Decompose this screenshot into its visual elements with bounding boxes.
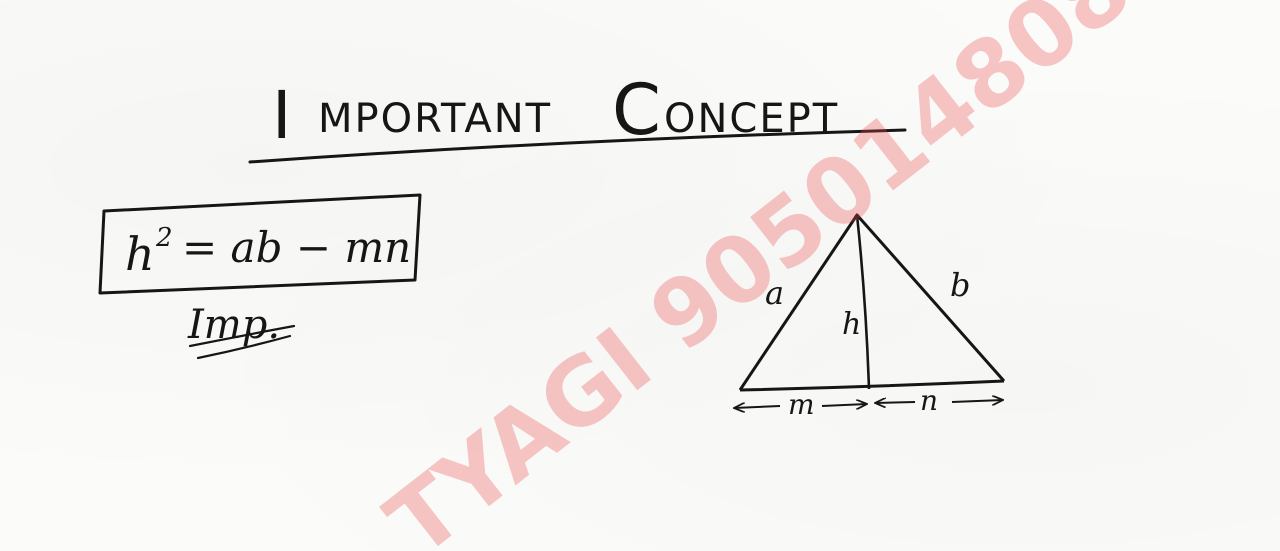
title-letter-c: C (612, 69, 663, 151)
base-label-m: m (788, 388, 815, 421)
base-label-n: n (920, 384, 938, 417)
triangle-altitude (855, 214, 871, 390)
formula-lhs: h (125, 227, 155, 281)
triangle-diagram: a b h m n (734, 213, 1006, 421)
watermark-text: TYAGI 9050148087 (368, 0, 1201, 551)
arrow-m-left (734, 406, 781, 408)
title-letter-i: I (272, 77, 293, 154)
formula-rhs: = ab − mn (182, 223, 411, 272)
formula-box (98, 193, 422, 295)
page-title: I MPORTANT C ONCEPT (272, 69, 837, 154)
title-word-important-rest: MPORTANT (318, 96, 552, 142)
altitude-label-h: h (842, 307, 861, 342)
imp-underline-1 (188, 324, 296, 348)
side-label-a: a (765, 274, 784, 312)
arrow-n-right (951, 400, 1003, 402)
side-label-b: b (950, 266, 970, 304)
imp-underline-2 (196, 334, 292, 360)
formula-exponent: 2 (155, 223, 173, 253)
formula: h 2 = ab − mn (125, 223, 411, 281)
title-underline (248, 128, 907, 164)
arrow-m-right (821, 404, 867, 406)
imp-note: Imp. (187, 302, 280, 348)
triangle-base (739, 379, 1005, 392)
arrow-n-left (875, 402, 916, 403)
